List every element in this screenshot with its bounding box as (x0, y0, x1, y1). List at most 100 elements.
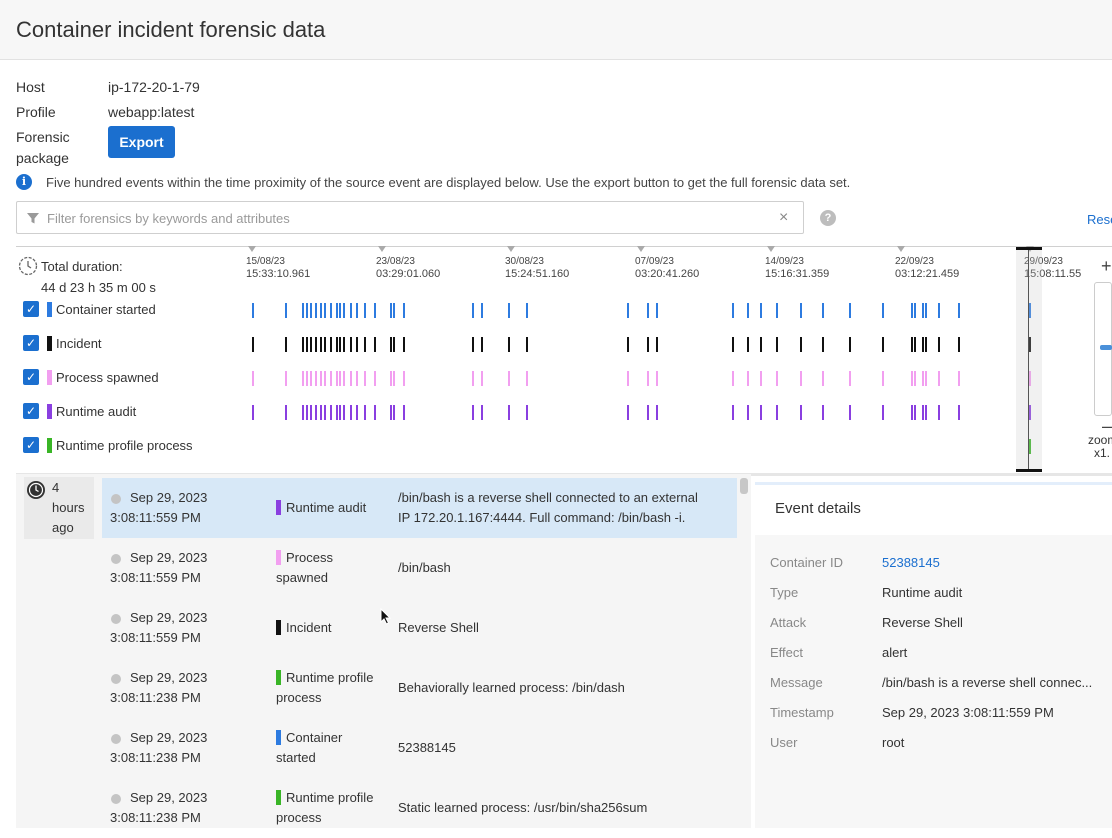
timeline-event-mark[interactable] (343, 405, 345, 420)
timeline-event-mark[interactable] (252, 337, 254, 352)
timeline-event-mark[interactable] (374, 337, 376, 352)
timeline-event-mark[interactable] (958, 371, 960, 386)
timeline-event-mark[interactable] (350, 405, 352, 420)
timeline-event-mark[interactable] (306, 303, 308, 318)
timeline-event-mark[interactable] (925, 337, 927, 352)
timeline-event-mark[interactable] (356, 303, 358, 318)
timeline-event-mark[interactable] (252, 371, 254, 386)
timeline-event-mark[interactable] (760, 337, 762, 352)
timeline-event-mark[interactable] (822, 337, 824, 352)
timeline-event-mark[interactable] (302, 371, 304, 386)
timeline-event-mark[interactable] (350, 371, 352, 386)
legend-checkbox[interactable]: ✓ (23, 301, 39, 317)
timeline-event-mark[interactable] (350, 337, 352, 352)
timeline-event-mark[interactable] (882, 405, 884, 420)
timeline-event-mark[interactable] (393, 303, 395, 318)
timeline-event-mark[interactable] (922, 303, 924, 318)
timeline-event-mark[interactable] (958, 405, 960, 420)
event-row[interactable]: Sep 29, 2023 3:08:11:559 PM Process spawned… (102, 538, 737, 598)
event-row[interactable]: Sep 29, 2023 3:08:11:559 PM Incident Revers… (102, 598, 737, 658)
timeline-event-mark[interactable] (320, 303, 322, 318)
timeline-event-mark[interactable] (393, 337, 395, 352)
timeline-event-mark[interactable] (330, 337, 332, 352)
timeline-event-mark[interactable] (776, 337, 778, 352)
timeline-event-mark[interactable] (339, 405, 341, 420)
event-row[interactable]: Sep 29, 2023 3:08:11:238 PM Runtime profil… (102, 778, 737, 838)
timeline-event-mark[interactable] (732, 303, 734, 318)
timeline-event-mark[interactable] (800, 303, 802, 318)
timeline-event-mark[interactable] (914, 371, 916, 386)
timeline-event-mark[interactable] (356, 337, 358, 352)
timeline-event-mark[interactable] (364, 371, 366, 386)
timeline-event-mark[interactable] (252, 303, 254, 318)
timeline-event-mark[interactable] (481, 371, 483, 386)
timeline-event-mark[interactable] (306, 405, 308, 420)
timeline-event-mark[interactable] (285, 337, 287, 352)
timeline-event-mark[interactable] (914, 337, 916, 352)
timeline-event-mark[interactable] (958, 337, 960, 352)
timeline-event-mark[interactable] (526, 303, 528, 318)
timeline-event-mark[interactable] (508, 337, 510, 352)
event-row[interactable]: Sep 29, 2023 3:08:11:238 PM Container start… (102, 718, 737, 778)
timeline-event-mark[interactable] (526, 337, 528, 352)
timeline-event-mark[interactable] (656, 337, 658, 352)
timeline-event-mark[interactable] (849, 303, 851, 318)
timeline-event-mark[interactable] (656, 371, 658, 386)
timeline-event-mark[interactable] (922, 405, 924, 420)
timeline-event-mark[interactable] (1029, 439, 1031, 454)
timeline-event-mark[interactable] (285, 405, 287, 420)
timeline-event-mark[interactable] (472, 303, 474, 318)
timeline-event-mark[interactable] (330, 405, 332, 420)
timeline-event-mark[interactable] (364, 303, 366, 318)
timeline-event-mark[interactable] (472, 371, 474, 386)
timeline-event-mark[interactable] (914, 303, 916, 318)
timeline-event-mark[interactable] (1029, 405, 1031, 420)
timeline-event-mark[interactable] (350, 303, 352, 318)
timeline-event-mark[interactable] (374, 371, 376, 386)
timeline-event-mark[interactable] (339, 337, 341, 352)
timeline-event-mark[interactable] (390, 405, 392, 420)
timeline-event-mark[interactable] (627, 405, 629, 420)
timeline-event-mark[interactable] (627, 303, 629, 318)
timeline-event-mark[interactable] (822, 303, 824, 318)
event-row[interactable]: Sep 29, 2023 3:08:11:238 PM Runtime profil… (102, 658, 737, 718)
legend-checkbox[interactable]: ✓ (23, 369, 39, 385)
timeline-event-mark[interactable] (336, 405, 338, 420)
event-row[interactable]: Sep 29, 2023 3:08:11:559 PM Runtime audit /… (102, 478, 737, 538)
timeline-event-mark[interactable] (656, 405, 658, 420)
timeline-event-mark[interactable] (760, 405, 762, 420)
legend-checkbox[interactable]: ✓ (23, 437, 39, 453)
timeline-event-mark[interactable] (849, 337, 851, 352)
timeline-event-mark[interactable] (310, 371, 312, 386)
timeline-event-mark[interactable] (938, 405, 940, 420)
timeline-event-mark[interactable] (306, 337, 308, 352)
timeline-event-mark[interactable] (508, 303, 510, 318)
timeline-event-mark[interactable] (356, 405, 358, 420)
timeline-event-mark[interactable] (1029, 303, 1031, 318)
timeline-event-mark[interactable] (310, 337, 312, 352)
timeline-event-mark[interactable] (1029, 337, 1031, 352)
timeline-event-mark[interactable] (747, 405, 749, 420)
timeline-event-mark[interactable] (800, 371, 802, 386)
timeline-event-mark[interactable] (330, 303, 332, 318)
timeline-event-mark[interactable] (922, 337, 924, 352)
timeline-event-mark[interactable] (324, 337, 326, 352)
timeline-event-mark[interactable] (320, 337, 322, 352)
timeline-event-mark[interactable] (336, 371, 338, 386)
timeline-event-mark[interactable] (938, 337, 940, 352)
timeline-event-mark[interactable] (732, 405, 734, 420)
timeline-event-mark[interactable] (339, 303, 341, 318)
timeline-event-mark[interactable] (647, 405, 649, 420)
legend-checkbox[interactable]: ✓ (23, 403, 39, 419)
timeline-event-mark[interactable] (306, 371, 308, 386)
timeline-event-mark[interactable] (732, 371, 734, 386)
timeline-event-mark[interactable] (760, 371, 762, 386)
export-button[interactable]: Export (108, 126, 175, 158)
timeline-event-mark[interactable] (914, 405, 916, 420)
timeline-event-mark[interactable] (925, 371, 927, 386)
timeline-event-mark[interactable] (393, 405, 395, 420)
timeline-event-mark[interactable] (403, 337, 405, 352)
timeline-event-mark[interactable] (822, 405, 824, 420)
timeline-event-mark[interactable] (336, 337, 338, 352)
timeline-event-mark[interactable] (800, 405, 802, 420)
